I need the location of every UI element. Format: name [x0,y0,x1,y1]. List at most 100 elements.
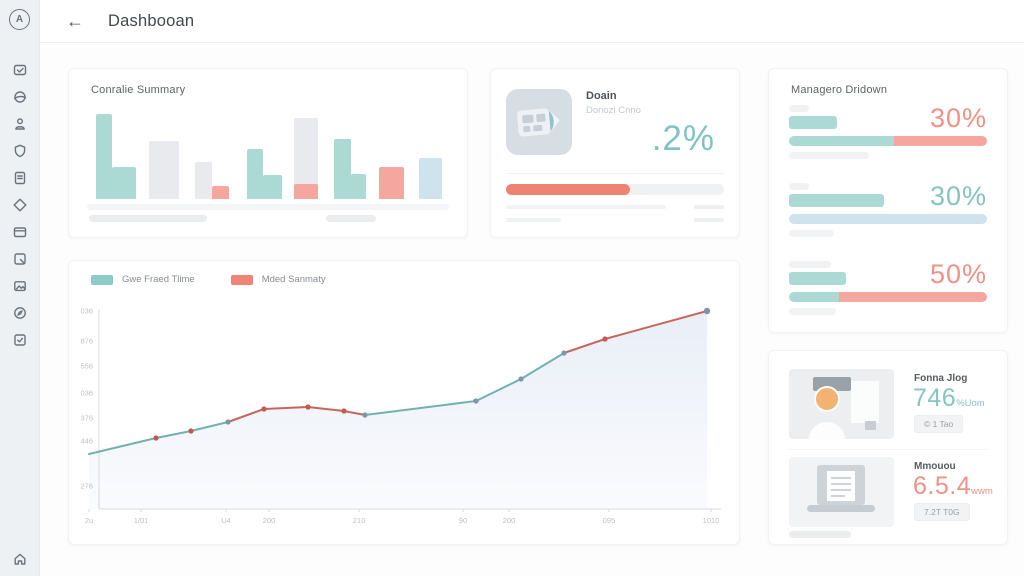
document-icon[interactable] [12,170,28,186]
summary-bar [419,158,442,199]
placeholder-pill [789,183,809,190]
svg-text:095: 095 [603,516,616,525]
placeholder-pill [789,230,834,237]
stat-badge: © 1 Tao [914,415,964,433]
stat-badge: 7.2T T0G [914,503,970,521]
breakdown-item: 30% [789,183,987,239]
svg-text:2u: 2u [85,516,93,525]
trend-line-chart: 036 876 556 036 376 446 276 2u 1/01 U4 200 210 90 200… [80,307,721,525]
svg-text:210: 210 [353,516,366,525]
top-header: ← Dashbooan [40,0,1024,43]
summary-bar [263,175,282,199]
legend-item: Gwe Fraed Tlime [91,274,195,285]
doain-title: Doain [586,90,617,102]
placeholder-pill [789,308,836,315]
divider [506,173,724,174]
placeholder-line [506,205,666,209]
divider [787,449,989,450]
summary-bar [294,184,318,199]
shield-icon[interactable] [12,143,28,159]
placeholder-line [506,218,561,222]
stat-value: 6.5.4wwm [913,472,993,500]
breakdown-mini-bar [789,116,837,129]
progress-segment [789,292,839,302]
summary-bar [195,162,212,199]
svg-text:U4: U4 [221,516,231,525]
stat-title: Mmouou [914,461,956,472]
stat-row[interactable]: Mmouou 6.5.4wwm 7.2T T0G [769,457,1007,537]
image-icon[interactable] [12,278,28,294]
bookmark-square-icon[interactable] [12,251,28,267]
progress-segment [893,136,987,146]
summary-bar [379,167,404,199]
svg-text:1/01: 1/01 [134,516,149,525]
legend-label: Gwe Fraed Tlime [122,274,195,285]
breakdown-mini-bar [789,194,885,207]
breakdown-progress-bar [789,292,987,302]
svg-text:556: 556 [80,362,93,371]
monitor-check-icon[interactable] [12,62,28,78]
svg-text:036: 036 [80,389,93,398]
person-icon[interactable] [12,116,28,132]
sidebar: A [0,0,40,576]
svg-text:200: 200 [263,516,276,525]
progress-segment [789,136,894,146]
summary-bar [351,174,366,199]
svg-text:1010: 1010 [703,516,720,525]
stat-title: Fonna Jlog [914,373,968,384]
card-icon[interactable] [12,224,28,240]
summary-bar-chart [69,69,467,199]
trend-card: 036 876 556 036 376 446 276 2u 1/01 U4 200 210 90 200… [68,260,740,545]
summary-bar [247,149,263,199]
stat-value: 746%Uom [913,384,985,412]
user-avatar-icon[interactable]: A [9,9,30,30]
placeholder-pill [789,152,869,159]
stats-placeholder-pill [789,531,851,538]
breakdown-percentage: 30% [929,181,987,211]
legend-item: Mded Sanmaty [230,274,326,285]
avatar-glyph: A [15,14,24,25]
page-title: Dashbooan [108,11,195,30]
summary-bar [212,186,229,199]
breakdown-progress-bar [789,214,987,224]
svg-text:446: 446 [80,437,93,446]
laptop-doc-thumbnail [789,457,894,527]
compass-icon[interactable] [12,305,28,321]
diamond-icon[interactable] [12,197,28,213]
summary-placeholder-pill [326,215,376,222]
checkbox-icon[interactable] [12,332,28,348]
svg-text:876: 876 [80,337,93,346]
back-arrow-icon[interactable]: ← [66,10,84,31]
breakdown-percentage: 50% [929,259,987,289]
placeholder-line [694,218,724,222]
doain-value: .2% [651,119,715,158]
breakdown-card: Managero Dridown 30% 30% 50% [768,68,1008,333]
placeholder-pill [789,261,831,268]
placeholder-pill [789,105,809,112]
svg-text:276: 276 [80,482,93,491]
stat-row[interactable]: Fonna Jlog 746%Uom © 1 Tao [769,369,1007,449]
stats-card: Fonna Jlog 746%Uom © 1 Tao Mmouou 6.5.4wwm 7.… [768,350,1008,545]
globe-ring-icon[interactable] [12,89,28,105]
legend-label: Mded Sanmaty [261,274,326,285]
svg-text:90: 90 [459,516,467,525]
legend-swatch [91,274,113,285]
summary-card: Conralie Summary [68,68,468,238]
breakdown-mini-bar [789,272,847,285]
doain-card: Doain Donozi Cnno .2% [490,68,740,238]
sidebar-nav [0,62,40,359]
doain-progress-fill [506,184,631,195]
legend-swatch [230,274,253,285]
home-icon[interactable] [12,551,28,567]
summary-card-title: Conralie Summary [91,84,186,96]
summary-bar [112,167,136,199]
placeholder-line [694,205,724,209]
doain-progress-bar [506,184,724,195]
breakdown-progress-bar [789,136,987,146]
profile-card-thumbnail [789,369,894,439]
summary-placeholder-pill [89,215,207,222]
svg-text:200: 200 [503,516,516,525]
svg-text:036: 036 [80,307,93,316]
document-card-icon [506,89,572,155]
